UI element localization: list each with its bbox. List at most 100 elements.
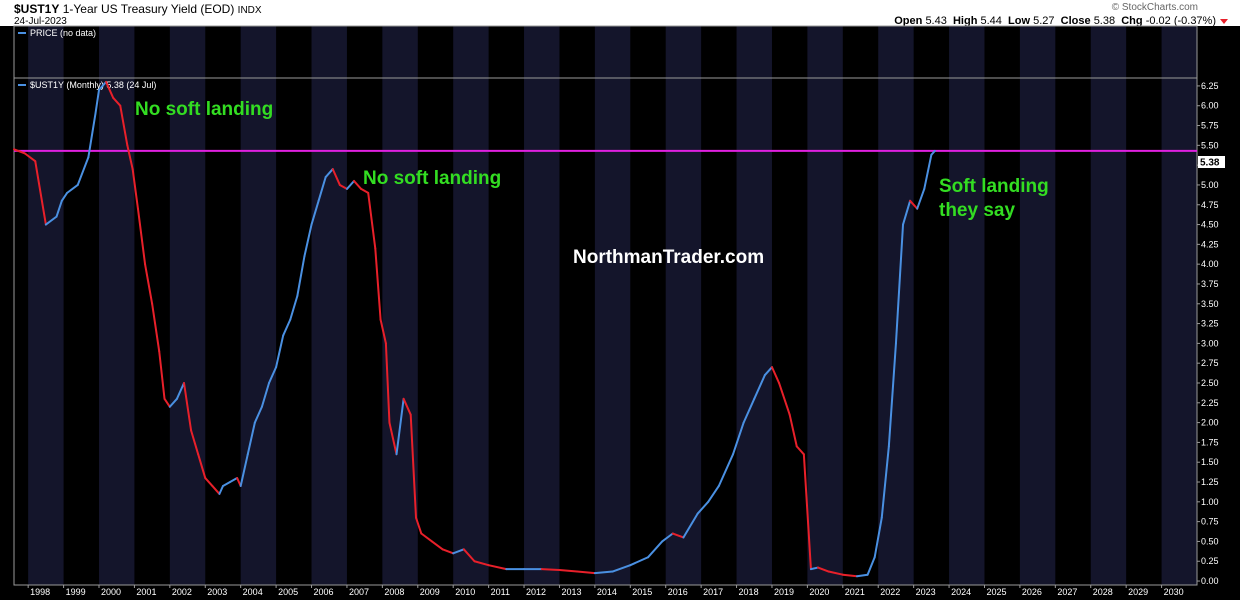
series-segment-down xyxy=(131,168,139,210)
series-segment-down xyxy=(462,548,476,563)
ohlc-readout: Open 5.43 High 5.44 Low 5.27 Close 5.38 … xyxy=(894,15,1216,27)
x-tick-label: 2028 xyxy=(1093,587,1113,597)
series-segment-down xyxy=(788,413,798,448)
series-segment-up xyxy=(289,294,299,321)
series-segment-up xyxy=(253,405,263,424)
x-tick-label: 2006 xyxy=(314,587,334,597)
x-tick-label: 2020 xyxy=(809,587,829,597)
series-segment-down xyxy=(409,413,418,519)
close-value: 5.38 xyxy=(1093,15,1116,27)
low-value: 5.27 xyxy=(1033,15,1055,27)
series-segment-up xyxy=(682,512,699,539)
y-tick-label: 0.50 xyxy=(1201,536,1219,546)
x-tick-label: 2026 xyxy=(1022,587,1042,597)
x-axis: 1998 1999 2000 2001 2002 2003 2004 2005 2006 2007… xyxy=(27,585,1184,597)
series-segment-down xyxy=(817,566,830,573)
series-segment-down xyxy=(126,144,134,171)
x-tick-label: 2013 xyxy=(561,587,581,597)
year-band xyxy=(1090,26,1127,585)
series-segment-down xyxy=(430,540,444,551)
year-band xyxy=(524,26,560,585)
series-segment-up xyxy=(239,453,249,487)
series-segment-up xyxy=(763,366,773,377)
x-tick-label: 2027 xyxy=(1057,587,1077,597)
series-segment-up xyxy=(55,199,63,218)
symbol-label: $UST1Y xyxy=(14,2,60,16)
exchange-label: INDX xyxy=(237,5,262,16)
close-label: Close xyxy=(1060,15,1091,27)
year-band xyxy=(453,26,489,585)
series-segment-up xyxy=(246,421,256,456)
series-segment-up xyxy=(452,548,465,555)
y-tick-label: 0.00 xyxy=(1201,576,1219,586)
year-band xyxy=(807,26,843,585)
instrument-name: 1-Year US Treasury Yield (EOD) xyxy=(62,2,235,16)
series-segment-up xyxy=(175,381,186,400)
x-tick-label: 2019 xyxy=(774,587,794,597)
series-segment-up xyxy=(268,366,278,384)
y-tick-label: 2.00 xyxy=(1201,418,1219,428)
year-band xyxy=(99,26,135,585)
series-segment-down xyxy=(338,183,348,190)
x-tick-label: 2004 xyxy=(243,587,263,597)
x-tick-label: 2012 xyxy=(526,587,546,597)
series-segment-up xyxy=(221,481,232,487)
series-segment-up xyxy=(916,187,926,210)
series-segment-down xyxy=(487,564,508,571)
brand-label: © StockCharts.com xyxy=(1111,2,1198,13)
y-tick-label: 5.75 xyxy=(1201,121,1219,131)
y-tick-label: 1.50 xyxy=(1201,457,1219,467)
annotation-they-say: they say xyxy=(939,200,1015,221)
year-band xyxy=(240,26,277,585)
last-value-badge: 5.38 xyxy=(1200,158,1220,169)
series-segment-up xyxy=(647,540,664,559)
series-segment-down xyxy=(211,484,221,495)
series-segment-up xyxy=(296,255,306,297)
series-segment-up xyxy=(317,176,327,202)
series-segment-down xyxy=(136,207,147,266)
y-tick-label: 3.25 xyxy=(1201,319,1219,329)
series-segment-down xyxy=(441,548,455,555)
x-tick-label: 2023 xyxy=(916,587,936,597)
series-segment-down xyxy=(360,187,370,194)
year-band xyxy=(594,26,631,585)
series-segment-up xyxy=(866,556,876,576)
series-segment-up xyxy=(94,88,101,115)
x-tick-label: 2008 xyxy=(384,587,404,597)
x-tick-label: 2017 xyxy=(703,587,723,597)
series-segment-down xyxy=(909,199,919,210)
series-segment-down xyxy=(353,179,363,190)
series-segment-down xyxy=(415,516,423,535)
year-band xyxy=(665,26,702,585)
main-panel-frame xyxy=(13,77,1198,586)
y-tick-label: 3.75 xyxy=(1201,279,1219,289)
series-segment-up xyxy=(887,342,897,448)
x-tick-label: 2003 xyxy=(207,587,227,597)
y-tick-label: 3.50 xyxy=(1201,299,1219,309)
series-segment-up xyxy=(282,318,292,337)
series-segment-up xyxy=(880,445,890,519)
series-segment-down xyxy=(144,263,154,305)
series-segment-up xyxy=(855,573,869,578)
last-value-badge-bg xyxy=(1198,156,1225,168)
x-tick-label: 2024 xyxy=(951,587,971,597)
series-segment-up xyxy=(44,215,58,226)
x-tick-label: 2014 xyxy=(597,587,617,597)
x-tick-label: 2007 xyxy=(349,587,369,597)
y-tick-label: 4.25 xyxy=(1201,239,1219,249)
series-segment-down xyxy=(795,445,805,456)
series-segment-up xyxy=(930,149,936,156)
x-tick-label: 2011 xyxy=(491,587,510,597)
x-tick-label: 2000 xyxy=(101,587,121,597)
chart-title-line: $UST1Y 1-Year US Treasury Yield (EOD) IN… xyxy=(14,2,262,16)
series-segment-down xyxy=(163,397,171,408)
series-segment-down xyxy=(331,168,341,186)
series-legend: $UST1Y (Monthly) 5.38 (24 Jul) xyxy=(30,80,156,90)
price-legend: PRICE (no data) xyxy=(30,28,96,38)
x-tick-label: 2029 xyxy=(1128,587,1148,597)
year-band xyxy=(311,26,347,585)
year-band xyxy=(1019,26,1056,585)
open-value: 5.43 xyxy=(925,15,947,27)
series-segment-down xyxy=(197,453,207,480)
series-segment-up xyxy=(260,381,271,408)
